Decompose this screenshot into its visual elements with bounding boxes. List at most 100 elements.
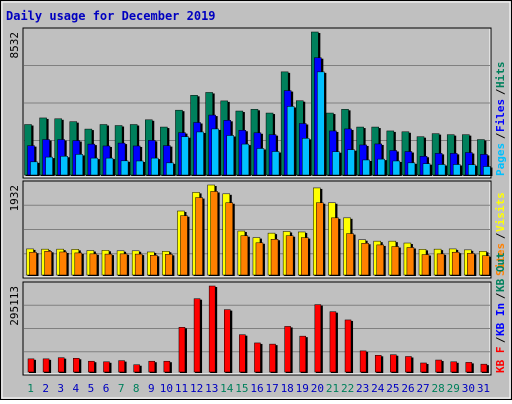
bar (332, 151, 340, 176)
bar (89, 253, 98, 276)
bar (331, 217, 339, 276)
x-tick-label: 22 (341, 382, 354, 395)
bar (148, 360, 156, 373)
panel-sites-visits: 1932 Sites /Visits (8, 180, 507, 279)
x-tick-label: 25 (386, 382, 399, 395)
x-tick-label: 16 (250, 382, 263, 395)
legend-labels: Pages/Files/Hits (494, 62, 507, 177)
bar (344, 319, 352, 373)
bar (405, 356, 412, 373)
bar (74, 252, 83, 276)
chart-title: Daily usage for December 2019 (6, 9, 216, 23)
x-tick-label: 27 (416, 382, 429, 395)
bar (256, 148, 265, 176)
legend-label: KB F (494, 347, 507, 374)
bar (42, 358, 50, 373)
bar (421, 254, 430, 276)
x-tick-label: 14 (220, 382, 234, 395)
bar (483, 166, 491, 176)
bar (60, 156, 68, 176)
legend-labels: Sites /Visits (494, 192, 507, 276)
bar (119, 253, 128, 276)
x-tick-label: 31 (477, 382, 490, 395)
x-tick-label: 29 (447, 382, 460, 395)
x-tick-label: 7 (118, 382, 125, 395)
x-tick-label: 9 (148, 382, 155, 395)
bar (255, 242, 264, 276)
bar (285, 235, 294, 276)
bar (468, 164, 476, 176)
bar (392, 160, 401, 176)
x-tick-label: 6 (103, 382, 110, 395)
series-pages (30, 71, 493, 176)
bar (104, 253, 113, 276)
legend-separator: / (494, 292, 507, 299)
bar (361, 243, 369, 276)
bar (133, 364, 140, 373)
bar (166, 162, 174, 176)
bar (377, 158, 385, 176)
bar (226, 135, 235, 176)
bar (211, 128, 219, 176)
x-tick-label: 26 (401, 382, 414, 395)
bar (300, 237, 309, 276)
bar (451, 251, 460, 276)
bar (105, 157, 114, 176)
bar (57, 357, 65, 373)
x-tick-label: 24 (371, 382, 385, 395)
bar (103, 361, 110, 373)
bar (391, 246, 400, 276)
bar (346, 233, 354, 276)
legend-label: Visits (494, 192, 507, 232)
legend-label: Pages (494, 143, 507, 176)
bar (208, 285, 216, 373)
x-tick-label: 21 (326, 382, 339, 395)
bar (390, 354, 397, 373)
bar (134, 253, 143, 276)
bar (135, 160, 144, 176)
x-tick-label: 13 (205, 382, 218, 395)
legend-separator: / (494, 88, 507, 95)
bar (436, 253, 445, 276)
legend-label: KB Out (494, 252, 507, 292)
bar (286, 106, 295, 176)
bar (376, 244, 384, 276)
bar (465, 362, 473, 373)
bar (165, 254, 173, 276)
bar (118, 360, 125, 373)
x-tick-label: 17 (265, 382, 278, 395)
axis-max-label: 1932 (8, 185, 21, 212)
bar (437, 164, 446, 176)
bar (347, 149, 355, 176)
legend-label: Hits (494, 62, 507, 89)
x-tick-label: 23 (356, 382, 369, 395)
x-tick-label: 8 (133, 382, 140, 395)
bar (329, 311, 337, 373)
x-tick-label: 10 (160, 382, 173, 395)
bar (225, 202, 234, 276)
bar (317, 71, 325, 176)
bar (195, 197, 203, 276)
bar (422, 163, 431, 176)
bar (151, 157, 159, 176)
bar (270, 239, 279, 276)
axis-max-label: 295113 (8, 286, 21, 326)
bar (482, 255, 490, 276)
bar (73, 358, 80, 373)
axis-max-label: 8532 (8, 32, 21, 59)
bar (29, 251, 37, 276)
chart-panels: 8532Pages/Files/Hits1932Sites/Visits2951… (8, 27, 507, 376)
bar (480, 363, 488, 373)
bar (359, 350, 367, 373)
bar (406, 247, 415, 276)
bar (59, 251, 67, 276)
bar (240, 235, 249, 276)
legend-labels: KB F/KB In/KB Out (494, 252, 507, 373)
series-kb-f (27, 285, 489, 373)
x-tick-label: 2 (42, 382, 49, 395)
bar (316, 202, 324, 276)
bar (271, 151, 280, 176)
